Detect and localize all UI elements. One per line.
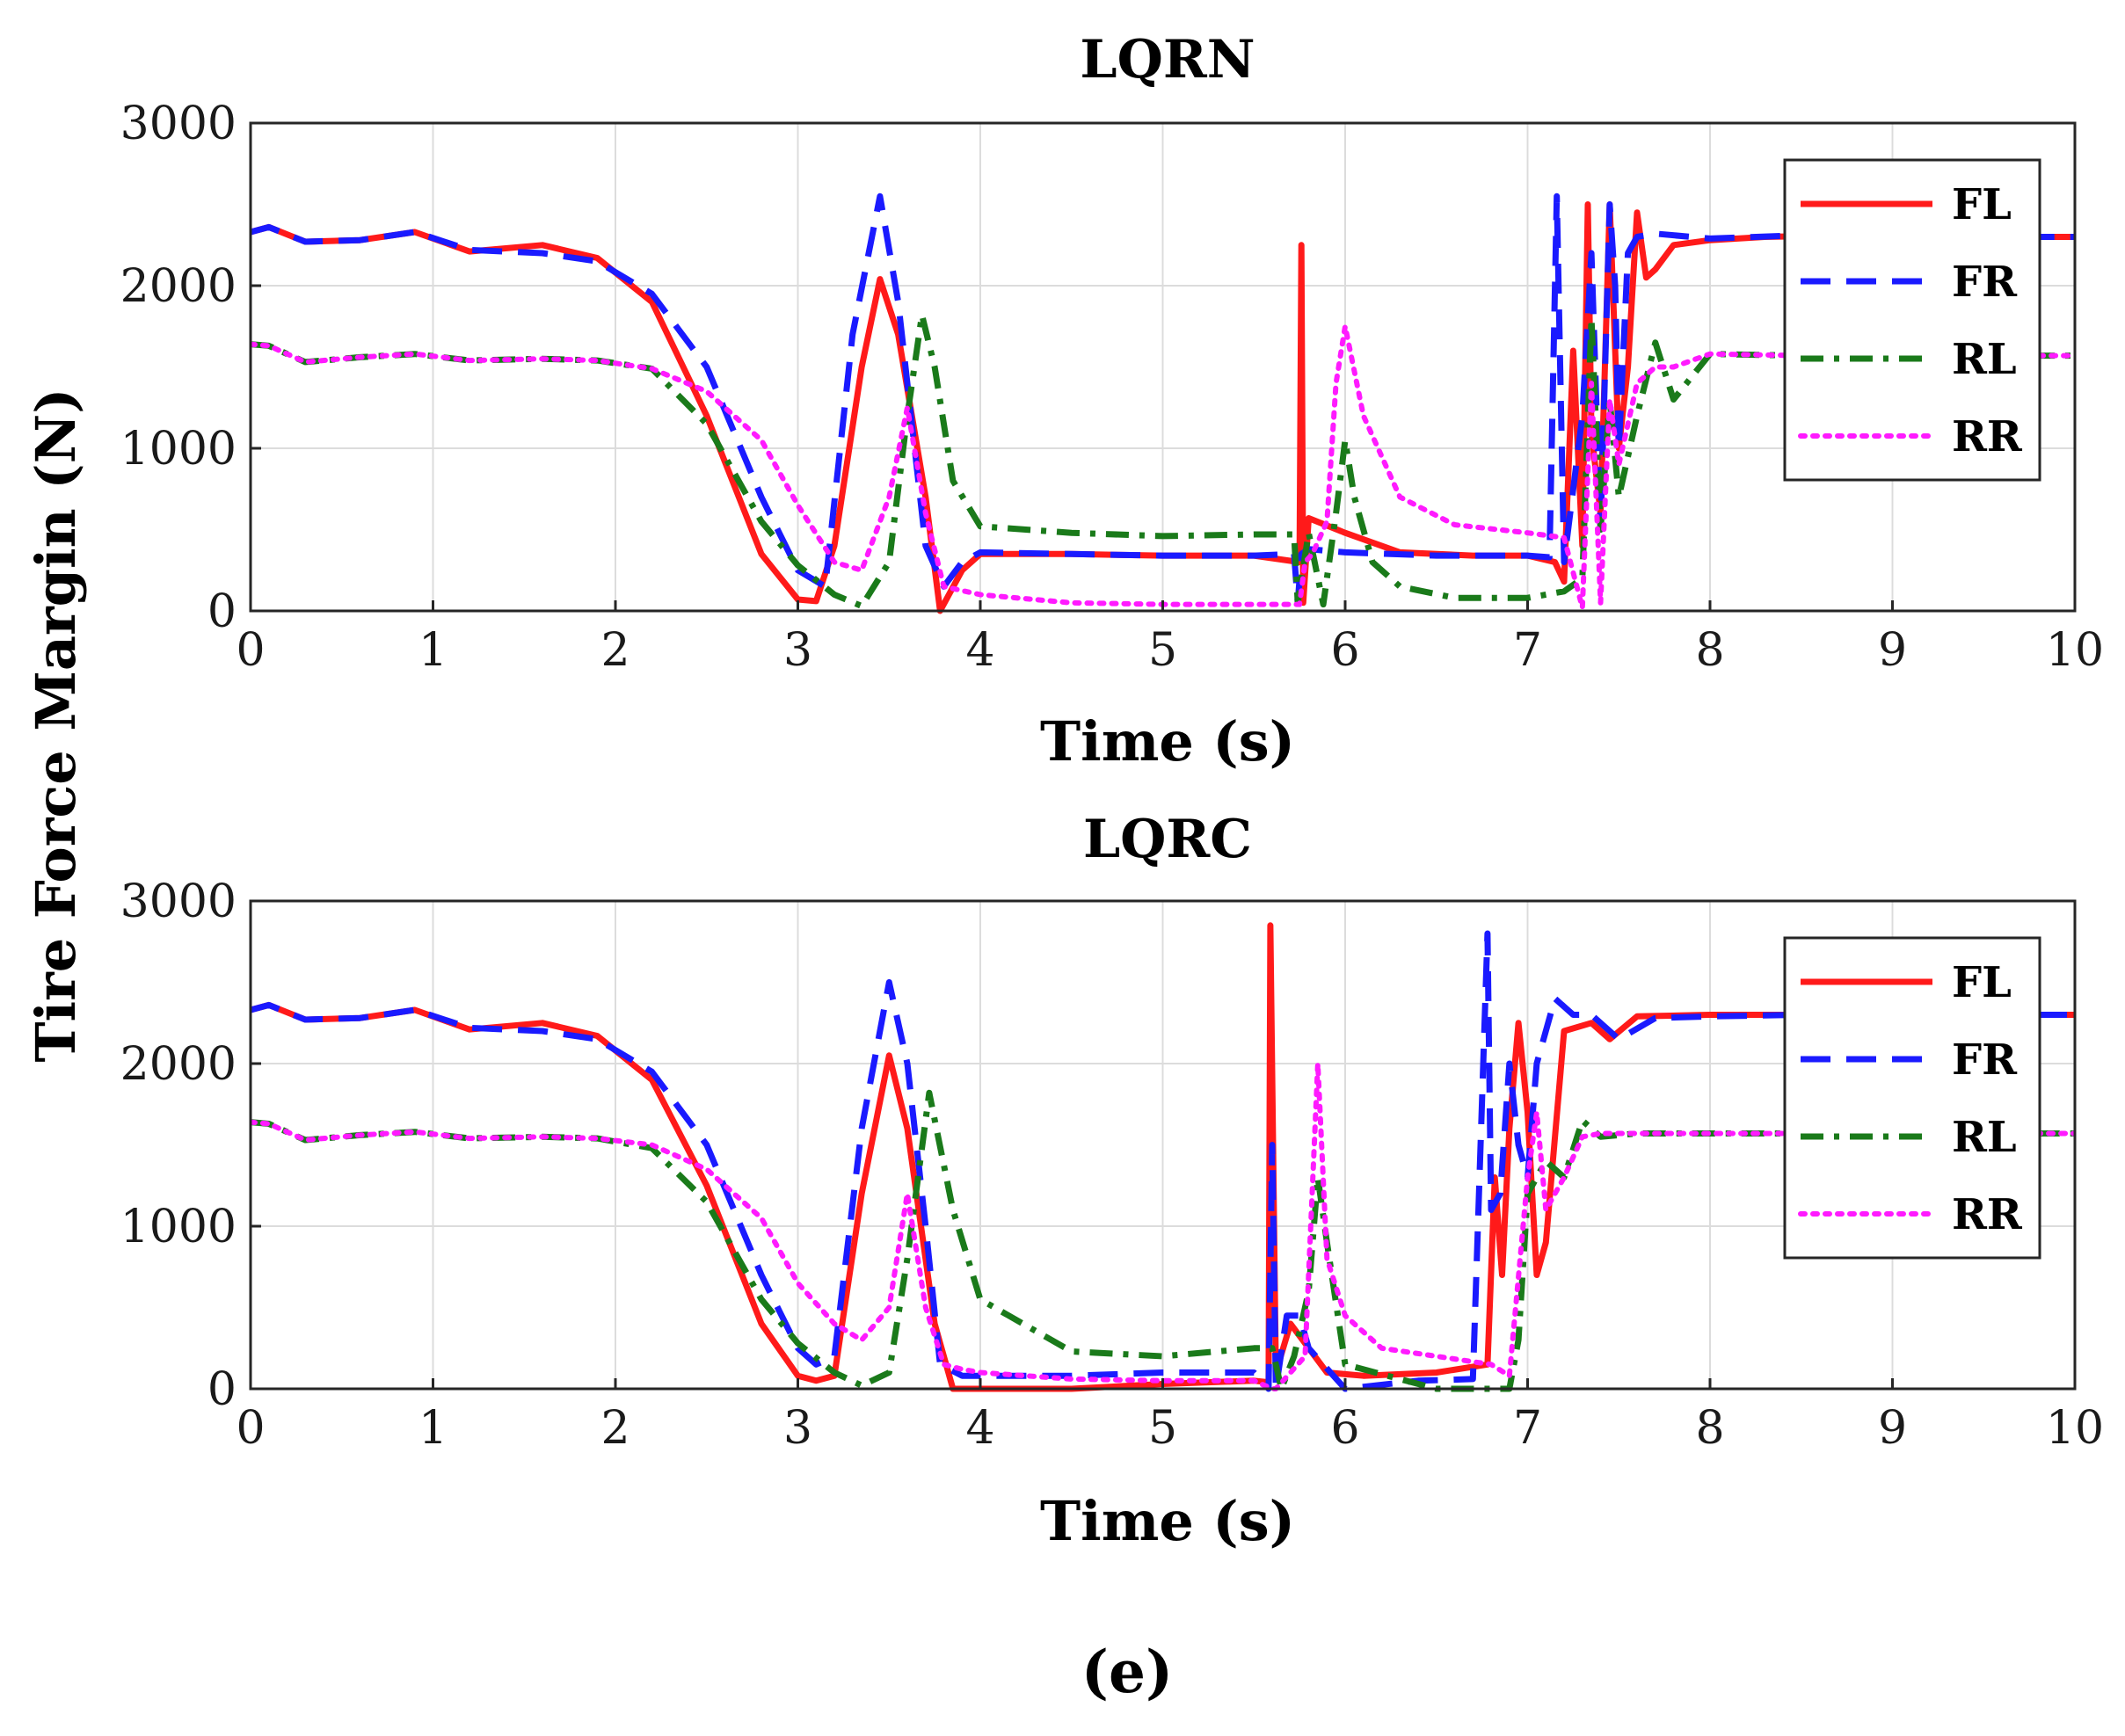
legend-label-rl: RL [1952,335,2017,384]
legend-label-rr: RR [1952,1190,2023,1239]
x-axis-label: Time (s) [1040,709,1295,774]
legend-label-fl: FL [1952,958,2012,1007]
x-tick-label: 1 [418,1402,448,1455]
legend-box [1783,936,2041,1260]
legend-label-fr: FR [1952,258,2018,307]
x-axis-label: Time (s) [1040,1489,1295,1553]
legend-box [1783,158,2041,482]
x-tick-label: 1 [418,624,448,677]
x-tick-label: 7 [1513,1402,1542,1455]
x-tick-label: 2 [600,624,629,677]
x-tick-label: 9 [1878,1402,1907,1455]
series-line-rl [251,1089,2075,1392]
x-tick-label: 9 [1878,624,1907,677]
x-tick-label: 8 [1695,624,1724,677]
series-line-rr [251,1061,2075,1391]
legend-label-fr: FR [1952,1035,2018,1085]
x-tick-label: 5 [1148,1402,1177,1455]
y-tick-label: 2000 [120,260,237,313]
x-tick-label: 3 [783,624,812,677]
y-tick-label: 2000 [120,1038,237,1091]
x-tick-label: 7 [1513,624,1542,677]
x-tick-label: 0 [236,1402,265,1455]
y-tick-label: 3000 [120,875,237,928]
series-line-fl [251,201,2075,614]
x-tick-label: 0 [236,624,265,677]
x-tick-label: 5 [1148,624,1177,677]
x-tick-label: 2 [600,1402,629,1455]
x-tick-label: 4 [965,624,994,677]
y-tick-label: 0 [207,1363,237,1416]
x-tick-label: 6 [1330,624,1359,677]
y-tick-label: 0 [207,585,237,638]
legend-label-rr: RR [1952,412,2023,461]
shared-y-axis-label: Tire Force Margin (N) [24,388,88,1062]
legend-label-rl: RL [1952,1113,2017,1162]
series-line-rr [251,323,2075,611]
y-tick-label: 3000 [120,98,237,150]
y-tick-label: 1000 [120,423,237,476]
y-tick-label: 1000 [120,1201,237,1253]
chart-title: LQRC [1083,809,1252,870]
x-tick-label: 10 [2046,1402,2104,1455]
legend-label-fl: FL [1952,180,2012,229]
x-tick-label: 8 [1695,1402,1724,1455]
x-tick-label: 3 [783,1402,812,1455]
series-line-fr [251,192,2075,607]
figure-caption: (e) [1081,1638,1173,1706]
x-tick-label: 6 [1330,1402,1359,1455]
x-tick-label: 10 [2046,624,2104,677]
chart-title: LQRN [1080,29,1255,91]
x-tick-label: 4 [965,1402,994,1455]
